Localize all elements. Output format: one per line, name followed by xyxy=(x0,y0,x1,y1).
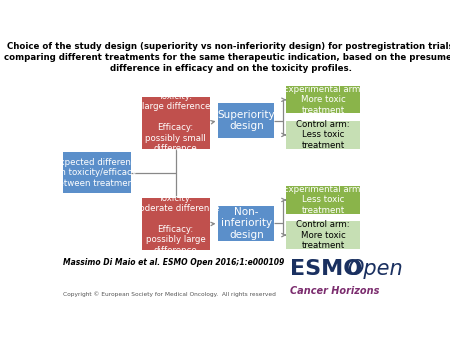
FancyBboxPatch shape xyxy=(142,97,210,149)
Text: Toxicity:
large difference

Efficacy:
possibly small
difference: Toxicity: large difference Efficacy: pos… xyxy=(141,92,210,153)
Text: ESMO: ESMO xyxy=(290,259,362,279)
Text: Control arm:
Less toxic
treatment: Control arm: Less toxic treatment xyxy=(296,120,350,150)
FancyBboxPatch shape xyxy=(142,198,210,250)
FancyBboxPatch shape xyxy=(218,103,274,138)
Text: Experimental arm:
Less toxic
treatment: Experimental arm: Less toxic treatment xyxy=(283,185,363,215)
Text: Copyright © European Society for Medical Oncology.  All rights reserved: Copyright © European Society for Medical… xyxy=(63,291,276,297)
Text: Massimo Di Maio et al. ESMO Open 2016;1:e000109: Massimo Di Maio et al. ESMO Open 2016;1:… xyxy=(63,258,284,267)
Text: Choice of the study design (superiority vs non-inferiority design) for postregis: Choice of the study design (superiority … xyxy=(4,42,450,73)
FancyBboxPatch shape xyxy=(218,206,274,241)
Text: Toxicity:
moderate difference

Efficacy:
possibly large
difference: Toxicity: moderate difference Efficacy: … xyxy=(131,194,220,255)
FancyBboxPatch shape xyxy=(287,186,360,214)
Text: Expected difference
in toxicity/efficacy
between treatments: Expected difference in toxicity/efficacy… xyxy=(53,158,141,188)
FancyBboxPatch shape xyxy=(287,221,360,249)
Text: Experimental arm:
More toxic
treatment: Experimental arm: More toxic treatment xyxy=(283,85,363,115)
Text: Cancer Horizons: Cancer Horizons xyxy=(290,286,379,296)
FancyBboxPatch shape xyxy=(287,121,360,149)
Text: Non-
inferiority
design: Non- inferiority design xyxy=(221,207,272,240)
FancyBboxPatch shape xyxy=(63,152,131,193)
Text: Superiority
design: Superiority design xyxy=(217,110,275,131)
FancyBboxPatch shape xyxy=(287,86,360,114)
Text: Open: Open xyxy=(347,259,403,279)
Text: Control arm:
More toxic
treatment: Control arm: More toxic treatment xyxy=(296,220,350,250)
